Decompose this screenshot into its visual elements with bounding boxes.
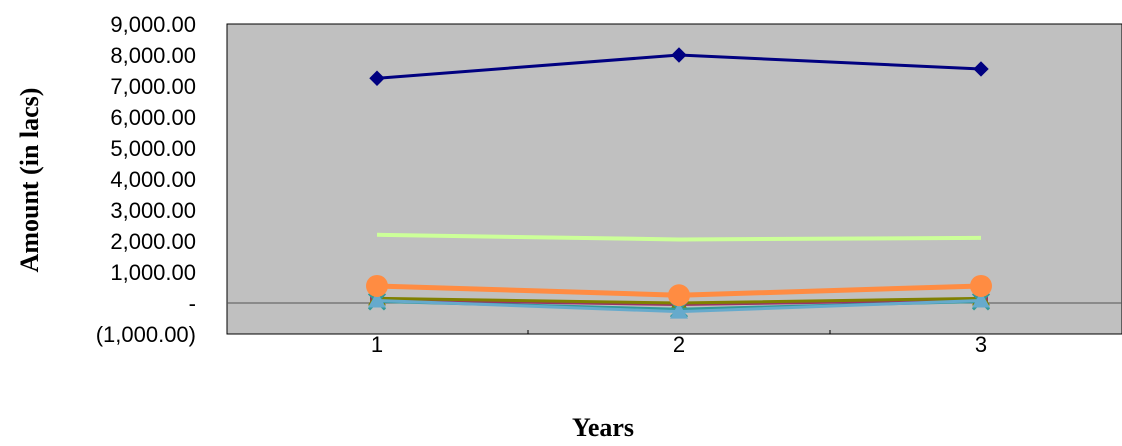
data-point [668,284,690,307]
y-tick-label: 4,000.00 [110,167,196,192]
y-tick-label: 6,000.00 [110,105,196,130]
y-tick-labels: (1,000.00) - 1,000.00 2,000.00 3,000.00 4,000… [96,12,196,347]
data-point [972,291,990,308]
series-line [376,232,982,242]
data-point [369,70,385,86]
x-tick-label: 1 [371,332,383,357]
series-line [366,274,992,307]
y-tick-label: 3,000.00 [110,198,196,223]
y-tick-label: 9,000.00 [110,12,196,37]
x-ticks [527,330,831,334]
y-tick-label: 7,000.00 [110,74,196,99]
series-line [368,291,990,319]
x-axis-title: Years [572,413,634,442]
y-tick-label: 2,000.00 [110,229,196,254]
data-point [368,291,386,308]
y-tick-label: (1,000.00) [96,322,196,347]
y-tick-label: 5,000.00 [110,136,196,161]
y-axis-title: Amount (in lacs) [15,88,44,273]
y-tick-label: - [189,291,196,316]
data-point [970,274,992,297]
data-point [973,61,989,77]
data-point [670,302,688,319]
y-tick-label: 1,000.00 [110,260,196,285]
data-point [671,47,687,63]
x-tick-labels: 1 2 3 [371,332,987,357]
series-line [369,47,989,86]
x-tick-label: 3 [975,332,987,357]
series-path [376,232,982,242]
y-tick-label: 8,000.00 [110,43,196,68]
data-point [366,274,388,297]
series-layer [366,47,992,319]
x-tick-label: 2 [673,332,685,357]
